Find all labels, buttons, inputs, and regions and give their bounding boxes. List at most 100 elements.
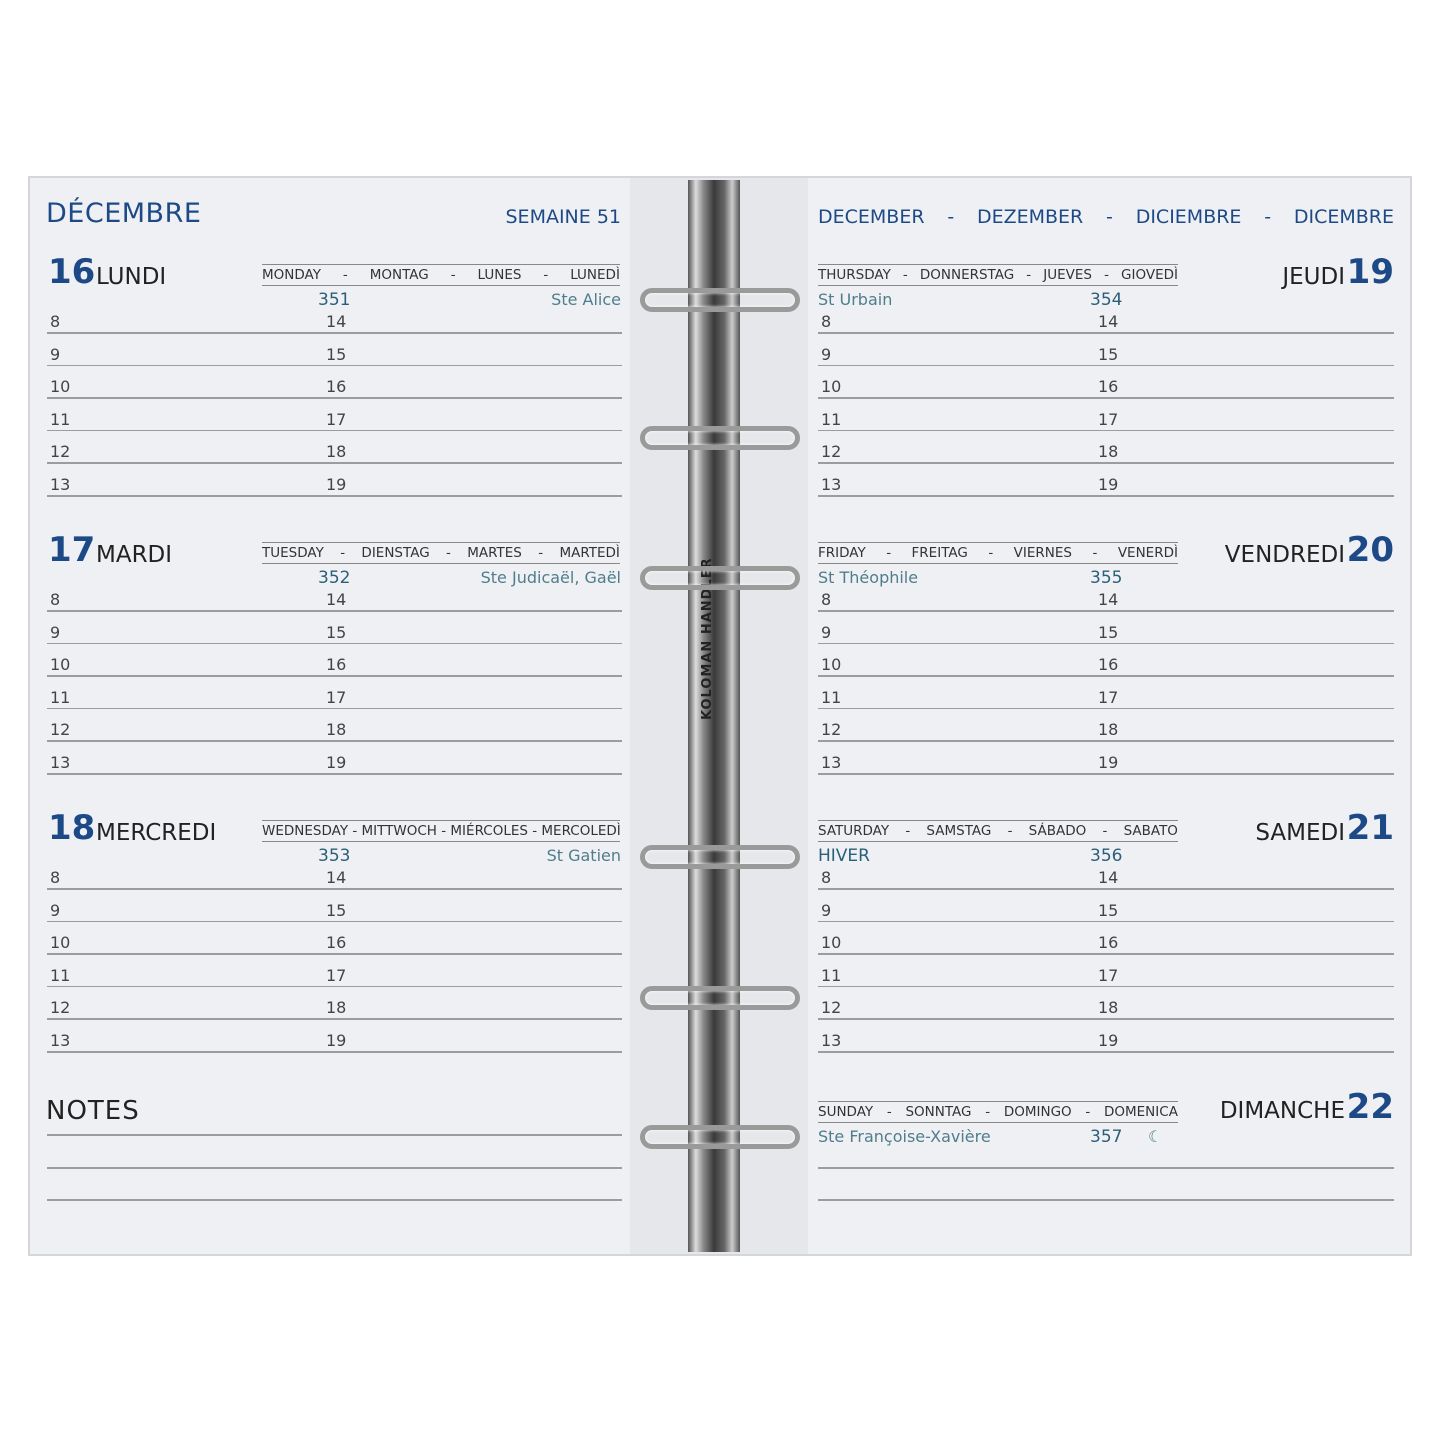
- weekday-label: -: [988, 545, 994, 561]
- writing-line: [818, 642, 1394, 645]
- right-page: [808, 178, 1410, 1254]
- saint-name: Ste Françoise-Xavière: [818, 1127, 991, 1146]
- weekday-label: WEDNESDAY - MITTWOCH - MIÉRCOLES - MERCO…: [262, 823, 621, 839]
- writing-line: [818, 707, 1394, 710]
- hour-label: 19: [326, 1031, 347, 1050]
- hour-label: 11: [50, 409, 71, 429]
- hour-label: 15: [326, 900, 347, 920]
- hour-label: 12: [821, 442, 842, 462]
- weekday-label: SATURDAY: [818, 823, 890, 839]
- day-of-year: 356: [1090, 846, 1123, 866]
- hour-label: 17: [1098, 409, 1119, 429]
- weekday-label: LUNES: [477, 267, 522, 283]
- hour-label: 14: [1098, 312, 1119, 331]
- hour-label: 13: [821, 753, 842, 772]
- weekday-translations: TUESDAY - DIENSTAG - MARTES - MARTEDÌ: [262, 542, 620, 564]
- hour-label: 9: [50, 344, 61, 364]
- month-name: DECEMBER: [818, 206, 925, 228]
- hour-label: 18: [1098, 442, 1119, 462]
- writing-line: [47, 740, 622, 742]
- weekday-label: SAMSTAG: [926, 823, 992, 839]
- hour-label: 10: [821, 377, 842, 397]
- hour-label: 10: [821, 655, 842, 675]
- writing-line: [818, 397, 1394, 399]
- weekday-label: -: [886, 1104, 892, 1120]
- weekday-label: MARTES: [467, 545, 522, 561]
- hour-label: 15: [1098, 344, 1119, 364]
- day-name: SAMEDI: [1255, 820, 1345, 846]
- month-name: -: [1106, 206, 1113, 228]
- weekday-label: -: [1026, 267, 1032, 283]
- hour-label: 11: [821, 965, 842, 985]
- hour-label: 16: [1098, 655, 1119, 675]
- hour-label: 16: [326, 655, 347, 675]
- writing-line: [47, 462, 622, 464]
- writing-line: [818, 610, 1394, 612]
- month-name: DICEMBRE: [1293, 206, 1394, 228]
- writing-line: [47, 1018, 622, 1020]
- writing-line: [818, 462, 1394, 464]
- sunday-line: [818, 1199, 1394, 1201]
- hour-label: 11: [50, 687, 71, 707]
- day-of-year: 354: [1090, 290, 1123, 310]
- weekday-label: SÁBADO: [1028, 823, 1087, 839]
- writing-line: [818, 1018, 1394, 1020]
- hour-label: 8: [50, 590, 61, 609]
- hour-label: 17: [326, 965, 347, 985]
- last-quarter-moon-icon: ☾: [1148, 1127, 1163, 1146]
- day-name: DIMANCHE: [1219, 1098, 1345, 1124]
- writing-line: [47, 429, 622, 432]
- hour-label: 10: [50, 655, 71, 675]
- hour-label: 8: [821, 590, 832, 609]
- writing-line: [818, 985, 1394, 988]
- binder-ring: [640, 1125, 800, 1149]
- weekday-label: SUNDAY: [818, 1104, 874, 1120]
- month-title: DÉCEMBRE: [46, 198, 202, 229]
- hour-label: 11: [50, 965, 71, 985]
- weekday-label: -: [886, 545, 892, 561]
- weekday-translations: THURSDAY - DONNERSTAG - JUEVES - GIOVEDÌ: [818, 264, 1178, 286]
- hour-label: 12: [50, 442, 71, 462]
- weekday-label: -: [342, 267, 348, 283]
- day-of-year: 355: [1090, 568, 1123, 588]
- weekday-label: SABATO: [1123, 823, 1178, 839]
- hour-label: 19: [1098, 753, 1119, 772]
- hour-label: 19: [1098, 1031, 1119, 1050]
- hour-label: 10: [50, 933, 71, 953]
- writing-line: [818, 495, 1394, 497]
- writing-line: [818, 740, 1394, 742]
- writing-line: [47, 1051, 622, 1053]
- hour-label: 15: [326, 344, 347, 364]
- hour-label: 11: [821, 687, 842, 707]
- hour-label: 9: [821, 622, 832, 642]
- writing-line: [818, 888, 1394, 890]
- writing-line: [818, 332, 1394, 334]
- day-of-year: 357: [1090, 1127, 1123, 1147]
- month-name: -: [947, 206, 955, 228]
- hour-label: 17: [326, 687, 347, 707]
- hour-label: 10: [50, 377, 71, 397]
- weekday-label: -: [905, 823, 911, 839]
- weekday-label: -: [985, 1104, 991, 1120]
- binder-ring: [640, 845, 800, 869]
- notes-title: NOTES: [46, 1096, 140, 1126]
- week-number: SEMAINE 51: [505, 206, 622, 228]
- hour-label: 13: [821, 1031, 842, 1050]
- weekday-label: -: [1102, 823, 1108, 839]
- weekday-label: DOMENICA: [1103, 1104, 1178, 1120]
- weekday-label: MONTAG: [369, 267, 429, 283]
- binder-ring: [640, 288, 800, 312]
- left-page: [30, 178, 630, 1254]
- hour-label: 12: [821, 720, 842, 740]
- weekday-label: -: [1085, 1104, 1091, 1120]
- hour-label: 19: [1098, 475, 1119, 494]
- hour-label: 14: [1098, 868, 1119, 887]
- writing-line: [47, 920, 622, 923]
- hour-label: 8: [50, 312, 61, 331]
- weekday-translations: WEDNESDAY - MITTWOCH - MIÉRCOLES - MERCO…: [262, 820, 621, 842]
- writing-line: [47, 610, 622, 612]
- month-multilingual: DECEMBER - DEZEMBER - DICIEMBRE - DICEMBRE: [818, 206, 1394, 228]
- hour-label: 13: [50, 753, 71, 772]
- weekday-translations: SATURDAY - SAMSTAG - SÁBADO - SABATO: [818, 820, 1178, 842]
- hour-label: 18: [1098, 998, 1119, 1018]
